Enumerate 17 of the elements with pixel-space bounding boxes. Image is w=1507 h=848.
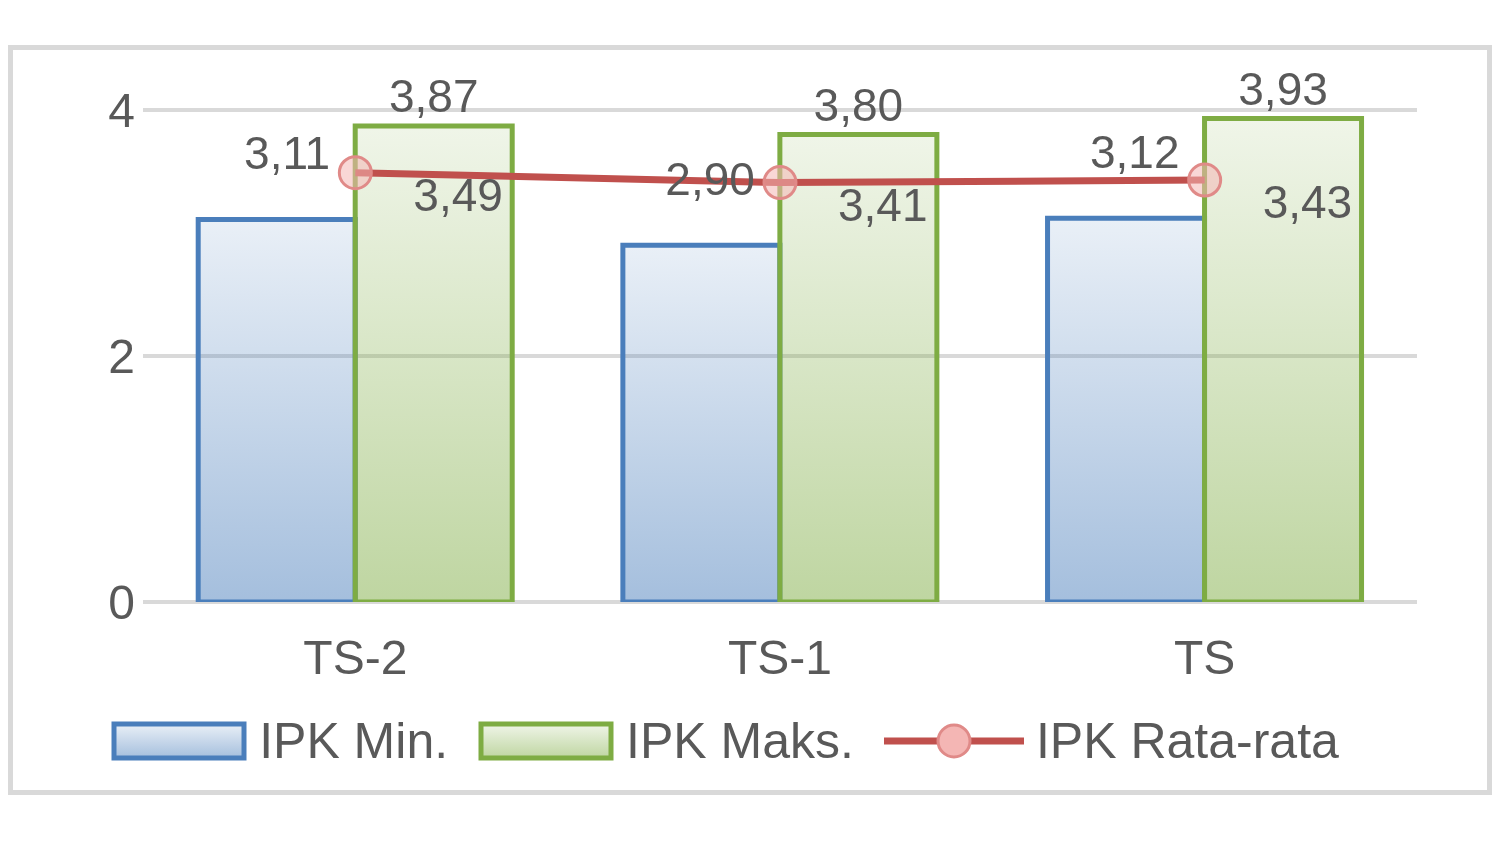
data-label: 3,49 bbox=[413, 168, 503, 221]
data-label: 3,80 bbox=[813, 78, 904, 131]
x-tick-label: TS-2 bbox=[303, 631, 408, 685]
legend-label: IPK Rata-rata bbox=[1035, 712, 1339, 770]
x-tick-label: TS bbox=[1173, 631, 1236, 685]
data-label: 3,93 bbox=[1238, 62, 1328, 115]
x-tick-label: TS-1 bbox=[727, 631, 833, 685]
y-tick-label: 4 bbox=[108, 84, 135, 138]
data-label: 3,12 bbox=[1090, 126, 1180, 179]
legend-label: IPK Maks. bbox=[626, 712, 854, 770]
data-label: 3,11 bbox=[244, 127, 331, 180]
y-tick-label: 2 bbox=[108, 330, 135, 384]
data-label: 3,41 bbox=[838, 178, 928, 231]
legend-label: IPK Min. bbox=[259, 712, 449, 770]
data-label: 3,87 bbox=[388, 69, 479, 122]
data-label: 3,43 bbox=[1262, 176, 1353, 229]
y-tick-label: 0 bbox=[108, 576, 135, 630]
